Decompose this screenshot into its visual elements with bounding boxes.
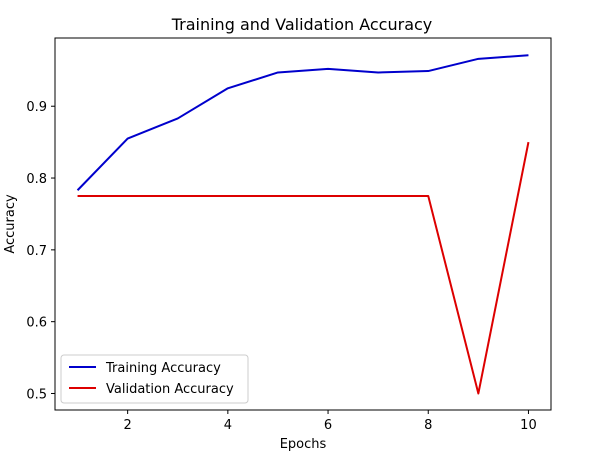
y-tick-label: 0.6: [26, 316, 47, 331]
x-tick-label: 2: [124, 418, 132, 433]
series-lines: [76, 54, 530, 395]
x-tick-label: 10: [520, 418, 537, 433]
chart-title: Training and Validation Accuracy: [171, 15, 433, 34]
x-axis-ticks: 2 4 6 8 10: [124, 410, 537, 433]
x-tick-label: 6: [324, 418, 332, 433]
x-tick-label: 8: [424, 418, 432, 433]
legend: Training Accuracy Validation Accuracy: [60, 354, 249, 404]
y-tick-label: 0.7: [26, 244, 47, 259]
y-tick-label: 0.9: [26, 100, 47, 115]
x-axis-label: Epochs: [280, 437, 327, 452]
axes-frame: [54, 37, 552, 411]
legend-label: Training Accuracy: [105, 361, 221, 376]
series-line-training-accuracy: [76, 54, 529, 191]
legend-box: [60, 354, 249, 404]
legend-label: Validation Accuracy: [106, 382, 234, 397]
y-axis-ticks: 0.5 0.6 0.7 0.8 0.9: [26, 100, 55, 402]
series-line-validation-accuracy: [77, 141, 530, 395]
x-tick-label: 4: [224, 418, 232, 433]
y-tick-label: 0.5: [26, 387, 47, 402]
y-tick-label: 0.8: [26, 172, 47, 187]
y-axis-label: Accuracy: [3, 194, 18, 254]
